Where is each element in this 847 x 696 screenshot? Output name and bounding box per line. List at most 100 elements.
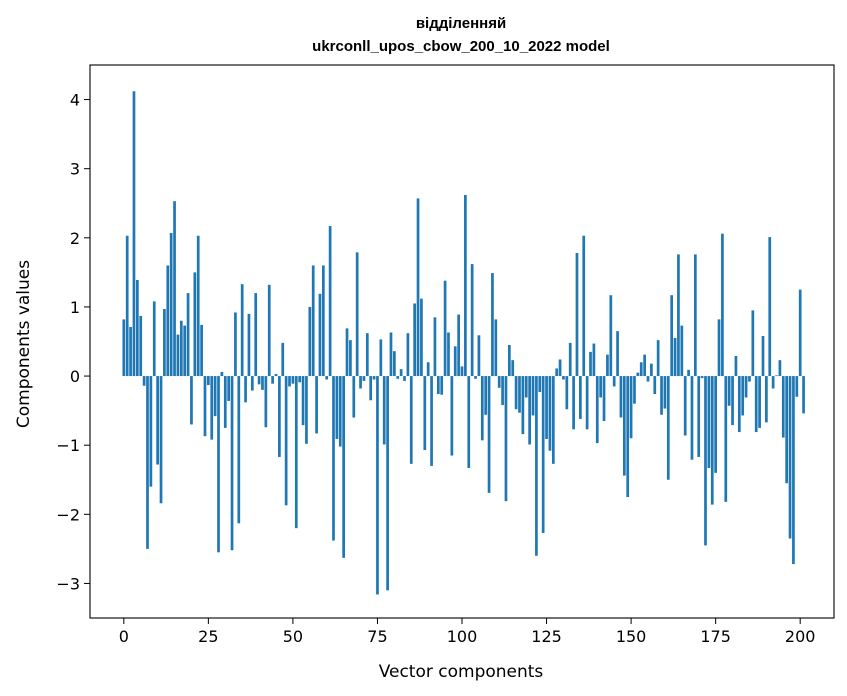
bar — [203, 376, 207, 437]
bar — [798, 289, 802, 377]
x-tick-label: 200 — [785, 627, 816, 646]
bar — [156, 376, 159, 465]
bar — [751, 310, 755, 377]
bar — [707, 376, 711, 468]
x-tick-label: 75 — [367, 627, 387, 646]
bar — [768, 237, 772, 377]
x-tick-label: 25 — [198, 627, 218, 646]
bar — [680, 325, 684, 377]
bar — [416, 198, 420, 377]
bar — [693, 254, 697, 377]
bar — [504, 376, 508, 502]
bar — [700, 376, 704, 379]
bar — [528, 376, 531, 445]
bar — [562, 376, 565, 380]
bar — [477, 335, 481, 377]
bar — [453, 346, 457, 377]
bar — [335, 376, 339, 439]
bar — [240, 284, 244, 377]
bar — [555, 368, 559, 377]
y-tick-label: −2 — [56, 505, 80, 524]
bar — [653, 376, 657, 395]
bar — [345, 328, 349, 377]
bar — [741, 376, 745, 416]
bar — [450, 376, 454, 456]
bar — [480, 376, 484, 441]
bar — [639, 362, 643, 377]
bar — [217, 376, 220, 553]
bar — [697, 376, 701, 457]
bar — [281, 342, 285, 377]
bar — [531, 376, 535, 416]
y-tick-label: 1 — [70, 298, 80, 317]
chart-title-line-2: ukrconll_upos_cbow_200_10_2022 model — [312, 38, 610, 55]
bar — [355, 252, 359, 377]
bar — [213, 376, 217, 417]
bar — [717, 319, 721, 377]
bar — [223, 376, 227, 428]
bar — [352, 376, 356, 418]
bar — [650, 363, 653, 377]
bar — [545, 376, 548, 439]
bar — [362, 376, 366, 381]
bar — [484, 376, 488, 415]
bar — [474, 376, 477, 379]
bar — [734, 356, 738, 377]
bar — [325, 376, 329, 380]
bar — [308, 306, 312, 377]
bar — [393, 351, 396, 377]
bar — [440, 376, 444, 395]
x-tick-label: 175 — [700, 627, 731, 646]
bar — [521, 376, 525, 435]
bar — [207, 376, 210, 386]
bar — [349, 340, 352, 377]
bar — [294, 376, 298, 529]
bar — [193, 272, 197, 377]
bar — [622, 376, 626, 476]
bar — [305, 376, 308, 444]
bar — [518, 376, 521, 413]
bar — [464, 194, 467, 377]
x-tick-label: 100 — [447, 627, 478, 646]
bar — [491, 273, 494, 377]
y-tick-label: 2 — [70, 229, 80, 248]
bar — [690, 376, 694, 460]
bar — [257, 376, 261, 385]
bar — [616, 331, 619, 377]
y-tick-label: 0 — [70, 367, 80, 386]
bar — [582, 235, 586, 377]
bar — [321, 265, 325, 377]
bar — [656, 340, 660, 377]
bar — [386, 376, 389, 591]
y-tick-label: 3 — [70, 160, 80, 179]
bar — [514, 376, 518, 410]
bar — [179, 320, 183, 377]
bar — [264, 376, 268, 428]
bar — [467, 376, 471, 468]
bar — [315, 376, 318, 434]
bar — [663, 376, 667, 409]
x-tick-label: 150 — [616, 627, 647, 646]
bar — [602, 376, 606, 421]
bar — [687, 369, 690, 377]
bar — [413, 303, 417, 377]
bar — [629, 376, 633, 439]
bar — [609, 295, 613, 377]
bar — [369, 376, 373, 401]
y-tick-label: −1 — [56, 436, 80, 455]
bar — [673, 338, 677, 377]
y-tick-label: 4 — [70, 91, 80, 110]
bar — [646, 376, 650, 382]
bar — [744, 376, 748, 398]
bar — [619, 376, 623, 418]
bar — [399, 369, 403, 377]
bar — [423, 376, 427, 451]
bar — [785, 376, 789, 484]
y-tick-label: −3 — [56, 574, 80, 593]
bar — [365, 333, 369, 377]
bar — [460, 366, 464, 377]
x-axis: 0 25 50 75 100 125 150 175 200 — [119, 618, 816, 646]
bar — [436, 376, 440, 395]
bar — [267, 284, 271, 377]
bar — [311, 265, 315, 377]
